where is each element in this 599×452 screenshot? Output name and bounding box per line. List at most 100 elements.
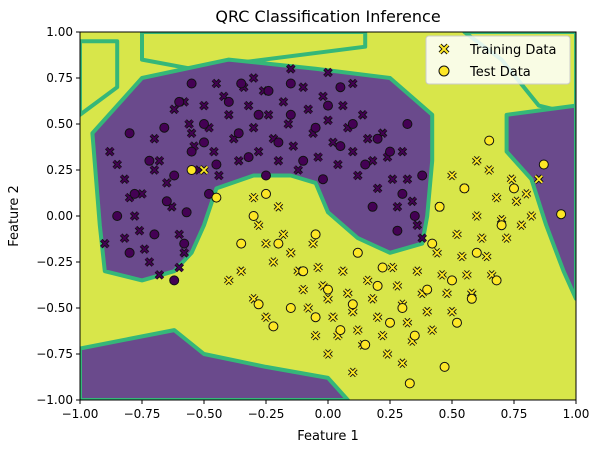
training-point bbox=[387, 174, 398, 184]
training-point bbox=[263, 110, 274, 120]
training-point bbox=[199, 100, 209, 111]
test-point bbox=[434, 201, 445, 212]
training-point bbox=[184, 119, 194, 129]
training-point bbox=[186, 128, 197, 138]
test-point bbox=[310, 312, 321, 323]
test-point bbox=[409, 211, 420, 221]
training-point bbox=[526, 211, 537, 221]
decision-region-class-0 bbox=[90, 57, 435, 283]
training-point bbox=[353, 170, 363, 181]
training-point bbox=[362, 133, 373, 144]
training-point bbox=[484, 165, 494, 175]
data-points bbox=[100, 64, 567, 389]
training-point bbox=[112, 159, 122, 170]
training-point bbox=[211, 78, 222, 89]
training-point bbox=[338, 100, 348, 111]
test-point bbox=[323, 284, 333, 295]
training-point bbox=[477, 233, 487, 243]
training-point bbox=[372, 312, 383, 322]
decision-regions bbox=[80, 32, 576, 400]
training-point bbox=[100, 238, 110, 249]
decision-region-class-1 bbox=[140, 32, 368, 71]
test-point bbox=[169, 275, 180, 286]
y-tick-label: 0.50 bbox=[46, 117, 73, 131]
training-point bbox=[392, 202, 403, 212]
training-point bbox=[407, 196, 418, 207]
training-point bbox=[387, 262, 398, 273]
test-point bbox=[439, 361, 450, 372]
plot-area bbox=[80, 32, 576, 400]
x-tick-label: 1.00 bbox=[563, 407, 590, 421]
x-tick-label: 0.75 bbox=[501, 407, 528, 421]
test-point bbox=[268, 321, 279, 332]
training-point bbox=[154, 156, 165, 166]
y-tick-label: −0.25 bbox=[36, 255, 73, 269]
test-point bbox=[159, 122, 170, 133]
test-point bbox=[496, 220, 507, 231]
training-point bbox=[261, 238, 271, 249]
test-point bbox=[161, 196, 172, 207]
training-point bbox=[323, 67, 333, 78]
training-point bbox=[432, 248, 442, 258]
training-point bbox=[303, 104, 313, 115]
training-point bbox=[412, 266, 423, 276]
training-point bbox=[303, 303, 313, 313]
legend-box bbox=[425, 35, 571, 85]
test-point bbox=[335, 325, 346, 336]
training-point bbox=[313, 152, 323, 162]
training-point bbox=[286, 248, 296, 258]
test-point bbox=[243, 152, 254, 163]
training-point bbox=[348, 306, 358, 317]
test-point bbox=[335, 82, 346, 93]
training-point bbox=[293, 165, 303, 175]
training-point bbox=[308, 238, 318, 249]
test-point bbox=[181, 207, 192, 218]
test-point bbox=[261, 188, 271, 199]
training-point bbox=[174, 229, 184, 240]
test-point bbox=[233, 128, 244, 139]
training-point bbox=[119, 174, 130, 184]
legend-label-test: Test Data bbox=[469, 65, 531, 80]
test-point bbox=[199, 119, 209, 129]
training-point bbox=[472, 211, 482, 221]
training-point bbox=[224, 275, 234, 286]
training-point bbox=[402, 174, 413, 184]
training-point bbox=[442, 288, 452, 299]
training-point bbox=[233, 156, 244, 166]
y-tick-label: −0.75 bbox=[36, 347, 73, 361]
training-point bbox=[333, 159, 343, 170]
y-tick-label: 0.00 bbox=[46, 209, 73, 223]
test-point bbox=[377, 262, 388, 273]
test-point bbox=[179, 238, 190, 249]
y-tick-label: 0.75 bbox=[46, 71, 73, 85]
test-point bbox=[556, 209, 567, 220]
test-point bbox=[367, 201, 378, 212]
training-point bbox=[392, 281, 403, 291]
training-point bbox=[348, 146, 358, 157]
test-point bbox=[261, 170, 271, 181]
test-point bbox=[459, 183, 470, 194]
test-point bbox=[360, 339, 371, 350]
training-point bbox=[506, 174, 517, 184]
test-point bbox=[422, 284, 433, 295]
test-point bbox=[124, 128, 135, 139]
training-point bbox=[452, 229, 462, 240]
training-point bbox=[298, 82, 308, 92]
test-point bbox=[236, 78, 247, 89]
training-point bbox=[288, 141, 299, 151]
test-point bbox=[253, 109, 264, 120]
training-point bbox=[372, 183, 383, 194]
test-point bbox=[372, 280, 383, 291]
test-point bbox=[285, 303, 296, 313]
training-point bbox=[278, 97, 289, 107]
training-point bbox=[139, 244, 150, 254]
training-point bbox=[511, 196, 522, 207]
training-point bbox=[367, 156, 378, 166]
training-point bbox=[105, 146, 115, 157]
training-point bbox=[209, 146, 219, 157]
test-point bbox=[144, 155, 155, 166]
training-point bbox=[283, 119, 294, 129]
training-point bbox=[516, 220, 527, 230]
test-point bbox=[310, 122, 321, 133]
training-point bbox=[214, 170, 224, 181]
